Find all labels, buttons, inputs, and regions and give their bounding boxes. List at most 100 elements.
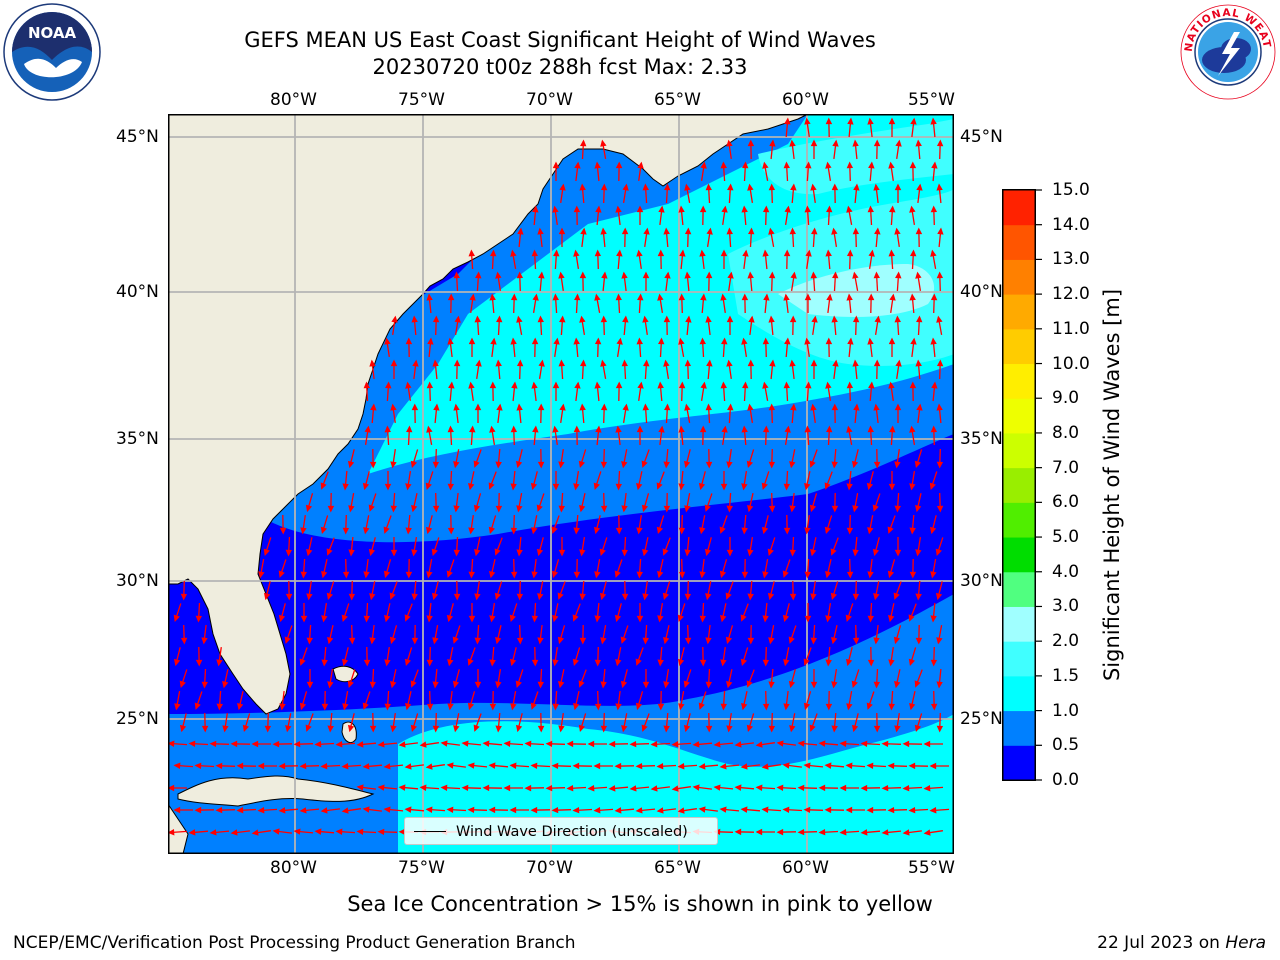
wave-direction-arrowhead: [432, 637, 439, 645]
wave-direction-arrowhead: [699, 425, 707, 433]
wave-direction-arrowhead: [531, 659, 539, 667]
wave-direction-arrowhead: [783, 703, 790, 711]
wave-direction-arrowhead: [495, 637, 502, 645]
wave-direction-arrowhead: [573, 425, 581, 433]
wave-direction-arrowhead: [742, 381, 749, 389]
wave-direction-arrowhead: [321, 659, 328, 667]
wave-direction-arrowhead: [573, 205, 581, 213]
wave-direction-arrowhead: [363, 615, 370, 623]
wave-direction-arrowhead: [677, 807, 685, 814]
wave-direction-arrowhead: [810, 681, 818, 689]
wave-direction-arrowhead: [719, 763, 727, 770]
wave-direction-arrowhead: [825, 337, 833, 345]
wave-direction-arrowhead: [453, 403, 460, 411]
wave-direction-arrowhead: [467, 658, 474, 666]
wave-direction-arrowhead: [936, 461, 944, 469]
wave-direction-arrowhead: [930, 249, 937, 257]
wave-direction-arrowhead: [242, 724, 249, 733]
wave-direction-arrowhead: [726, 461, 733, 469]
wave-direction-arrowhead: [573, 527, 580, 535]
wave-direction-arrowhead: [910, 117, 917, 125]
wave-direction-arrowhead: [173, 762, 181, 769]
wave-direction-arrowhead: [383, 763, 391, 770]
wave-direction-arrowhead: [881, 784, 889, 792]
wave-direction-arrowhead: [930, 571, 937, 579]
colorbar-tick-label: 4.0: [1052, 561, 1080, 582]
colorbar-block: [1003, 502, 1035, 538]
wave-direction-arrowhead: [461, 784, 469, 792]
wave-direction-arrowhead: [768, 315, 775, 323]
wave-direction-arrowhead: [683, 680, 690, 689]
wave-direction-arrowhead: [579, 271, 587, 279]
wave-direction-arrowhead: [509, 762, 517, 769]
wave-direction-arrowhead: [746, 724, 753, 733]
wave-direction-arrowhead: [314, 741, 322, 748]
wave-direction-arrowhead: [909, 571, 917, 579]
wave-direction-arrowhead: [475, 359, 482, 367]
wave-direction-arrowhead: [538, 359, 545, 367]
wave-band-2-0: [778, 264, 935, 317]
wave-direction-arrowhead: [509, 658, 517, 667]
wave-direction-arrowhead: [474, 403, 482, 411]
wave-direction-arrowhead: [705, 403, 712, 411]
wave-direction-arrowhead: [593, 526, 601, 535]
wave-direction-arrowhead: [824, 526, 831, 535]
wave-direction-arrowhead: [495, 725, 502, 733]
wave-direction-arrowhead: [447, 337, 454, 345]
lat-tick-right: 35°N: [960, 429, 1003, 449]
wave-direction-arrowhead: [426, 425, 433, 433]
wave-direction-arrowhead: [894, 505, 901, 513]
wave-direction-arrowhead: [831, 461, 838, 469]
wave-direction-arrowhead: [599, 592, 607, 601]
wave-direction-arrowhead: [495, 505, 503, 513]
wave-direction-arrowhead: [847, 117, 854, 125]
colorbar-tick-label: 7.0: [1052, 457, 1080, 478]
wave-direction-arrowhead: [510, 527, 518, 535]
wave-direction-arrowhead: [699, 659, 707, 667]
wave-direction-arrowhead: [704, 548, 712, 557]
wave-direction-arrowhead: [930, 117, 937, 125]
wave-direction-arrowhead: [600, 403, 608, 411]
wave-direction-arrowhead: [426, 659, 434, 667]
land-yucatan: [168, 803, 189, 854]
colorbar-block: [1003, 328, 1035, 365]
wave-direction-arrowhead: [741, 337, 748, 345]
wave-direction-arrowhead: [700, 293, 707, 301]
wave-direction-arrowhead: [558, 549, 566, 557]
wave-direction-arrowhead: [537, 227, 544, 235]
wave-direction-arrowhead: [635, 807, 643, 814]
wave-direction-arrowhead: [257, 762, 265, 770]
wave-direction-arrowhead: [867, 571, 874, 579]
wave-direction-arrowhead: [902, 740, 910, 748]
wave-direction-arrowhead: [600, 315, 608, 323]
wave-direction-arrowhead: [579, 637, 587, 645]
wave-direction-arrowhead: [348, 593, 356, 601]
wave-direction-arrowhead: [831, 403, 839, 411]
wave-direction-arrowhead: [615, 483, 622, 491]
wave-direction-arrowhead: [726, 681, 733, 689]
lat-tick-left: 40°N: [116, 282, 159, 302]
wave-direction-arrowhead: [852, 637, 860, 645]
wave-direction-arrowhead: [931, 381, 938, 389]
colorbar-block: [1003, 675, 1035, 712]
wave-direction-arrowhead: [930, 659, 938, 667]
wave-direction-arrowhead: [893, 636, 901, 645]
wave-direction-arrowhead: [426, 615, 433, 623]
wave-direction-arrowhead: [369, 359, 376, 367]
wave-direction-arrowhead: [852, 593, 860, 601]
wave-direction-arrowhead: [784, 117, 791, 125]
wave-direction-arrowhead: [578, 680, 585, 688]
colorbar-block: [1003, 467, 1035, 503]
wave-direction-arrowhead: [762, 161, 769, 169]
wave-direction-arrowhead: [258, 571, 265, 579]
wave-direction-arrowhead: [741, 571, 749, 579]
wave-direction-arrowhead: [684, 359, 692, 367]
wave-direction-arrowhead: [923, 740, 931, 748]
wave-direction-arrowhead: [263, 548, 270, 557]
wave-direction-arrowhead: [530, 482, 538, 491]
wave-direction-arrowhead: [851, 724, 859, 733]
wave-direction-arrowhead: [473, 504, 481, 513]
wave-direction-arrowhead: [384, 425, 391, 433]
wave-direction-arrowhead: [810, 637, 817, 645]
wave-direction-arrowhead: [390, 549, 398, 557]
